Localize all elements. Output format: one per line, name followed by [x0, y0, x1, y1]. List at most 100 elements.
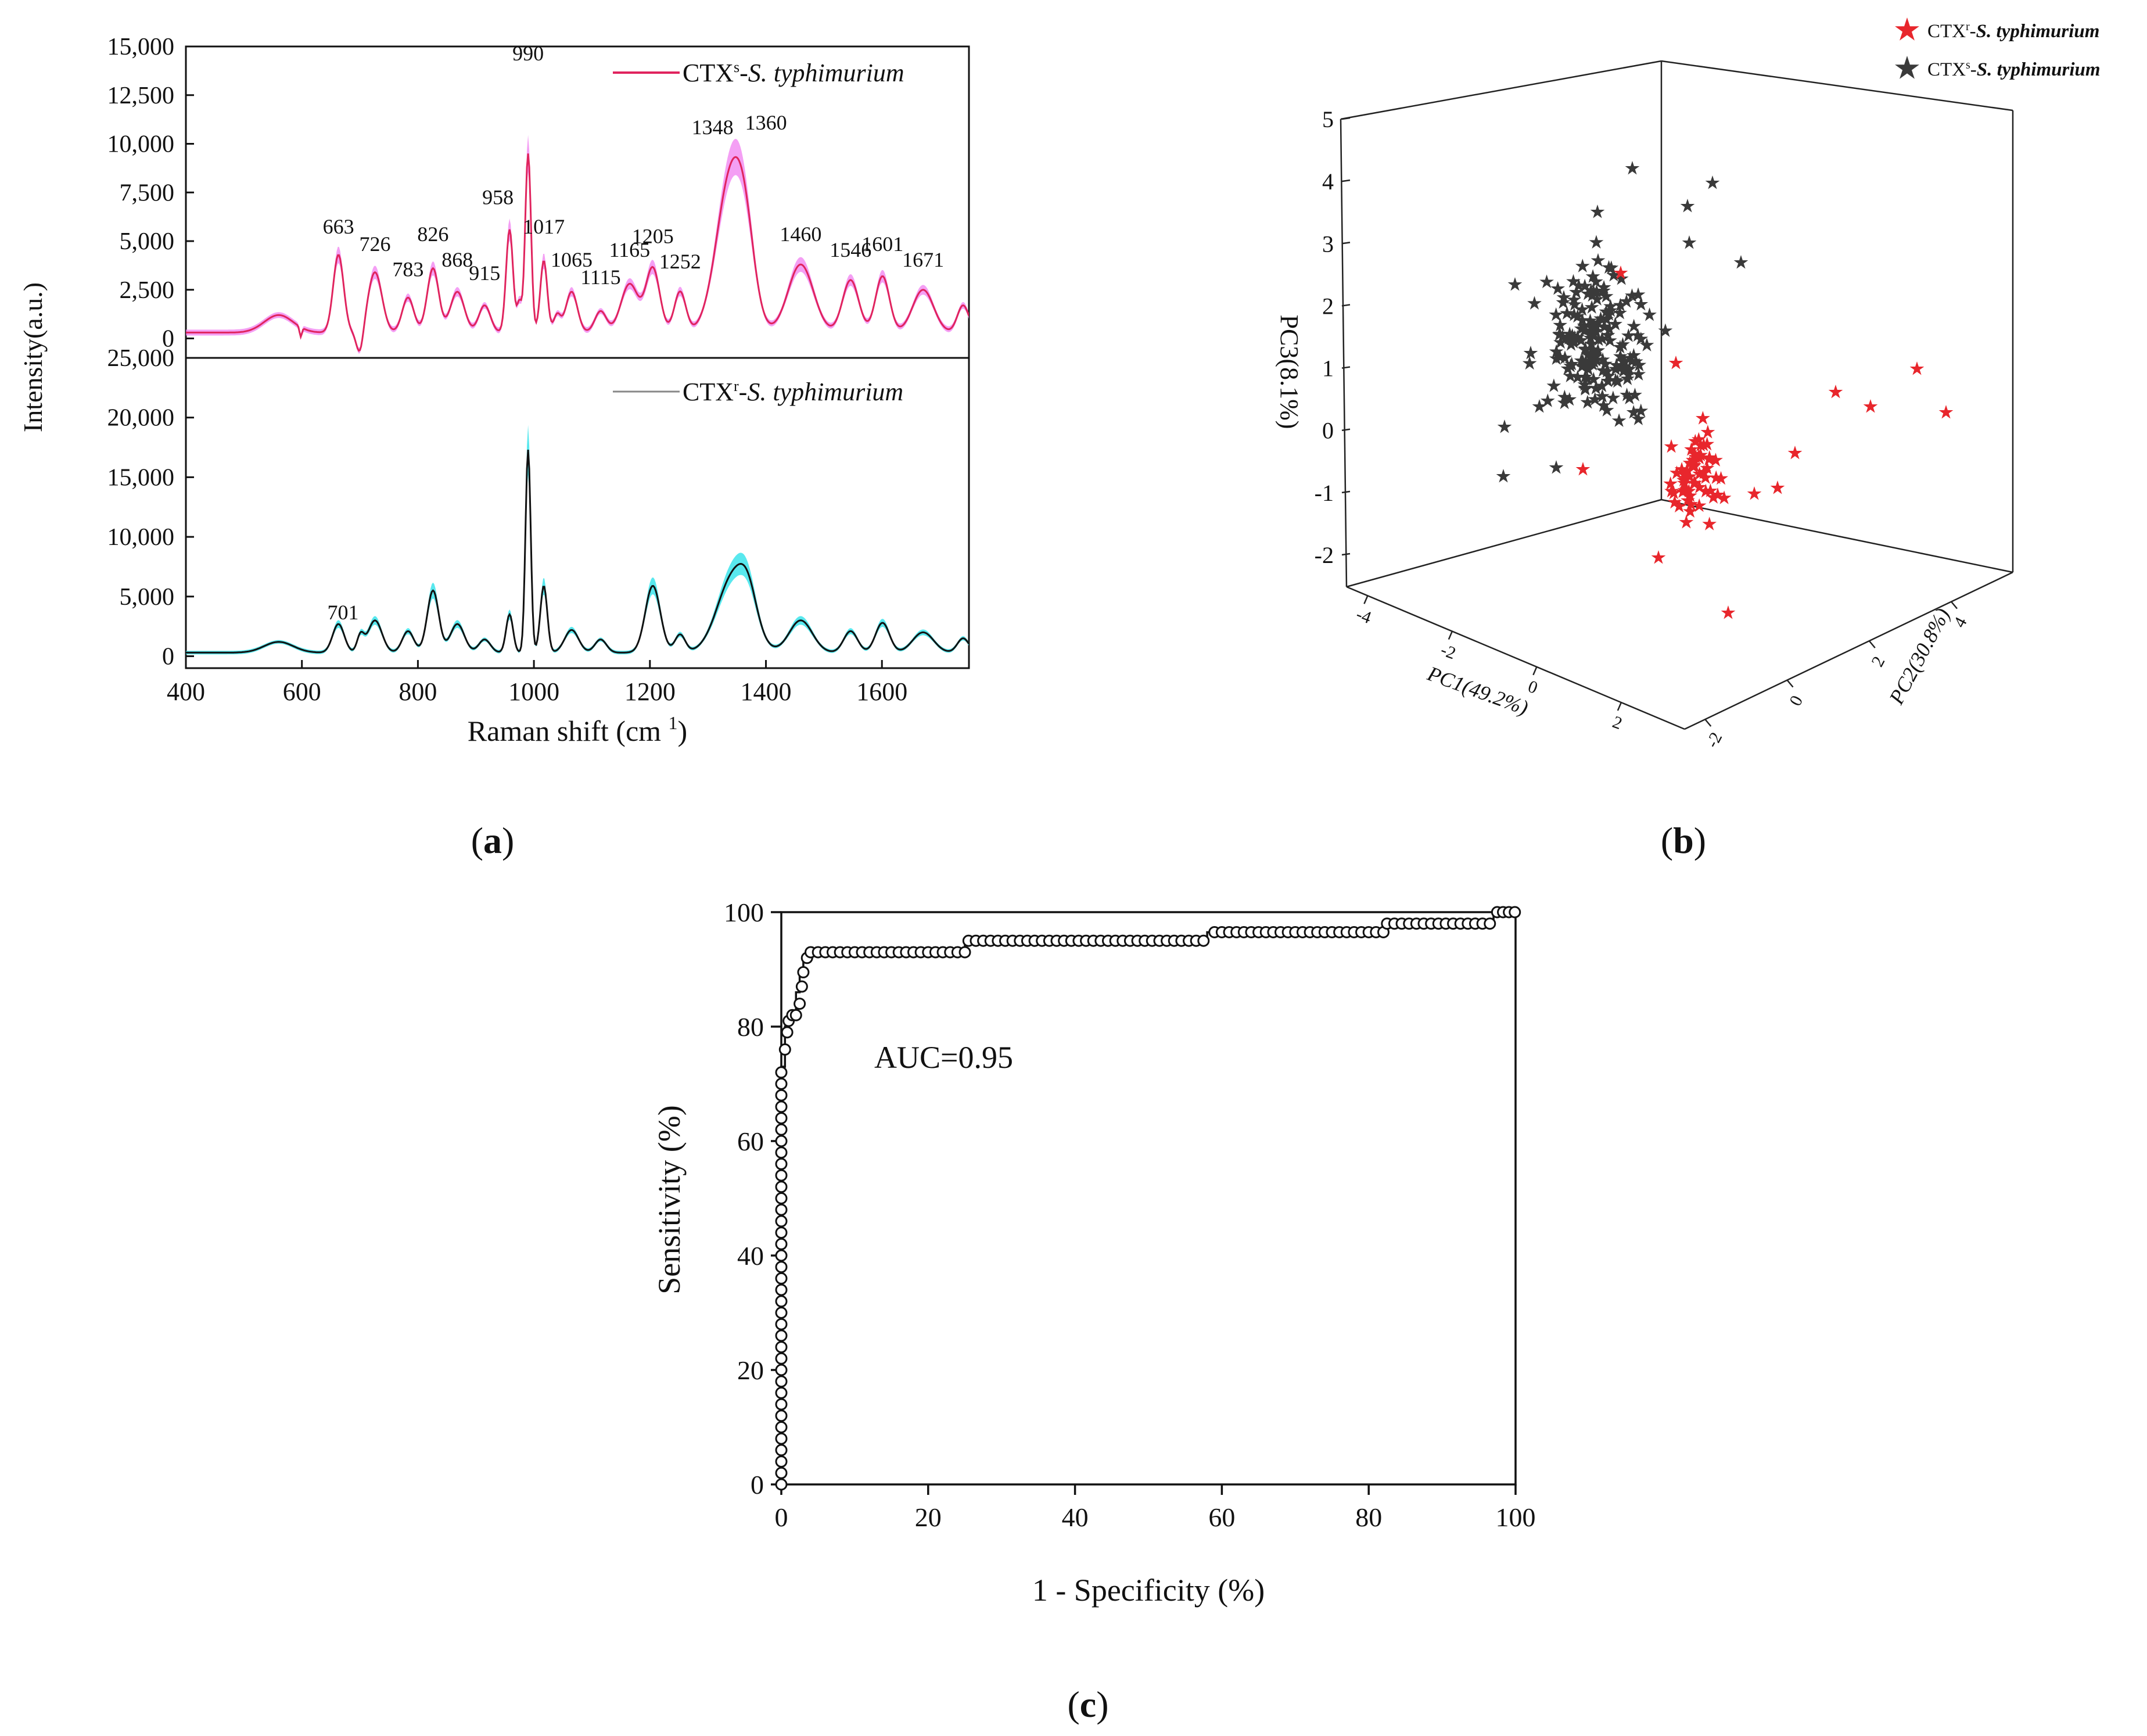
roc-marker: [775, 1432, 788, 1445]
resistant-point: [1863, 399, 1878, 413]
roc-x-tick-label: 60: [1208, 1502, 1235, 1532]
panel-b-label-open: (: [1661, 820, 1673, 861]
svg-text:(c): (c): [1067, 1684, 1108, 1725]
resistant-point: [1828, 385, 1843, 399]
x-ticks: 400 600 800 1000 1200 1400 1600: [167, 660, 907, 706]
pc3-tick-label: 3: [1322, 231, 1334, 257]
panel-c-label-letter: c: [1080, 1684, 1096, 1725]
bottom-y-tick-label: 5,000: [120, 584, 175, 611]
top-legend-mid: -: [739, 59, 748, 87]
svg-text:(b): (b): [1661, 820, 1706, 861]
spectrum-line: [186, 450, 969, 654]
pc3-tick-label: -2: [1315, 542, 1334, 568]
resistant-point: [1721, 605, 1736, 619]
roc-marker: [775, 1078, 788, 1090]
legend-dark-mid: -: [1970, 59, 1977, 80]
pc2-tick: [1704, 719, 1712, 727]
roc-y-tick-label: 0: [751, 1470, 764, 1500]
roc-curve: [780, 911, 1516, 1484]
roc-marker: [775, 1364, 788, 1376]
susceptible-point: [1549, 460, 1564, 474]
roc-marker: [775, 1123, 788, 1136]
pc2-tick: [1951, 601, 1958, 609]
panel-a-xlabel: Raman shift (cm: [468, 715, 669, 747]
roc-marker: [775, 1157, 788, 1170]
susceptible-point: [1550, 281, 1566, 295]
pc1-label: PC1(49.2%): [1424, 662, 1531, 720]
roc-marker: [958, 946, 971, 959]
x-tick-label: 1200: [624, 677, 676, 706]
roc-marker: [775, 1283, 788, 1296]
resistant-point: [1651, 550, 1666, 564]
top-y-tick-label: 0: [162, 326, 174, 353]
bottom-y-tick-label: 15,000: [107, 464, 175, 491]
roc-x-tick-label: 40: [1062, 1502, 1089, 1532]
pc1-tick-label: -4: [1353, 605, 1374, 628]
x-tick-label: 600: [283, 677, 321, 706]
pc3-tick-label: 2: [1322, 293, 1334, 319]
pc1-tick: [1448, 631, 1453, 640]
panel-b-label-letter: b: [1673, 820, 1694, 861]
pc2-tick-label: 2: [1868, 653, 1889, 670]
roc-marker: [775, 1398, 788, 1411]
peak-label: 701: [328, 601, 359, 624]
susceptible-point: [1590, 205, 1605, 218]
resistant-point: [1747, 486, 1762, 500]
legend-red-prefix: CTX: [1927, 21, 1966, 42]
susceptible-point: [1625, 161, 1640, 175]
roc-markers: [775, 906, 1521, 1491]
pca-legend: CTXr-S. typhimurium CTXs-S. typhimurium: [1895, 17, 2101, 80]
peak-label: 1017: [523, 215, 565, 238]
auc-annotation: AUC=0.95: [874, 1040, 1013, 1075]
top-y-ticks: 0 2,500 5,000 7,500 10,000 12,500 15,000: [107, 34, 194, 353]
roc-x-tick-label: 100: [1496, 1502, 1536, 1532]
svg-text:Raman shift (cm 1): Raman shift (cm 1): [468, 712, 687, 747]
roc-marker: [789, 1009, 802, 1021]
peak-label: 1348: [692, 116, 734, 139]
roc-y-tick-label: 40: [737, 1241, 764, 1271]
top-legend-sup: s: [734, 59, 739, 76]
peak-label: 1205: [632, 225, 674, 248]
pc3-tick-label: 0: [1322, 418, 1334, 444]
peak-label: 1460: [780, 223, 821, 246]
roc-ylabel: Sensitivity (%): [652, 1105, 687, 1294]
bottom-band: [186, 425, 969, 655]
roc-marker: [775, 1375, 788, 1388]
peak-label: 663: [323, 215, 354, 238]
panel-c-label-open: (: [1067, 1684, 1079, 1725]
top-y-tick-label: 2,500: [120, 277, 175, 304]
pc2-label: PC2(30.8%): [1884, 604, 1955, 708]
bottom-legend-italic: S. typhimurium: [747, 378, 903, 406]
legend-dark-prefix: CTX: [1927, 59, 1966, 80]
roc-marker: [775, 1455, 788, 1468]
roc-marker: [775, 1341, 788, 1354]
susceptible-point: [1527, 296, 1542, 310]
roc-marker: [775, 1238, 788, 1250]
bottom-legend-mid: -: [739, 378, 748, 406]
panel-c-frame: [780, 911, 1517, 1486]
svg-text:CTXr-S. typhimurium: CTXr-S. typhimurium: [1927, 20, 2099, 42]
roc-marker: [775, 1352, 788, 1365]
roc-marker: [1484, 917, 1496, 930]
roc-marker: [775, 1066, 788, 1079]
roc-marker: [775, 1466, 788, 1479]
top-y-tick-label: 12,500: [107, 83, 175, 109]
peak-label: 1252: [659, 250, 701, 273]
legend-dark-star: [1895, 56, 1919, 79]
top-y-tick-label: 15,000: [107, 34, 175, 60]
roc-marker: [775, 1100, 788, 1113]
roc-step-line: [780, 911, 1516, 1484]
pc2-tick: [1868, 640, 1876, 648]
roc-marker: [1509, 906, 1521, 919]
peak-label: 1671: [902, 248, 944, 271]
roc-x-ticks: 0 20 40 60 80 100: [775, 1484, 1536, 1532]
legend-red-sup: r: [1966, 20, 1970, 33]
pc1-tick: [1532, 666, 1538, 676]
roc-y-tick-label: 80: [737, 1012, 764, 1042]
x-tick-label: 400: [167, 677, 205, 706]
panel-a-label-open: (: [471, 820, 483, 861]
panel-a-xlabel-sup: 1: [669, 712, 678, 733]
susceptible-point: [1575, 259, 1590, 272]
